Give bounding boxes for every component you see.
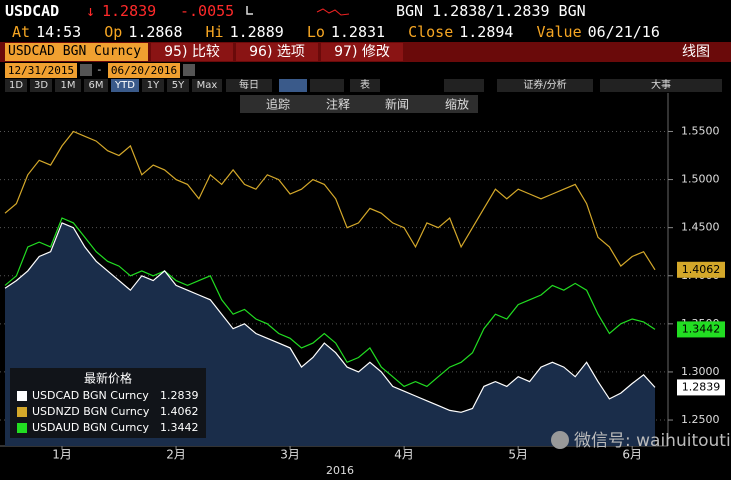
period-button[interactable]: 5Y bbox=[167, 79, 189, 92]
stat-label: Close bbox=[408, 23, 454, 41]
menu-button[interactable]: 97) 修改 bbox=[321, 43, 403, 61]
chart-type-button[interactable] bbox=[279, 79, 307, 92]
stat-value: 1.2831 bbox=[330, 23, 386, 41]
period-button[interactable]: 6M bbox=[84, 79, 108, 92]
scroll-button[interactable] bbox=[444, 79, 484, 92]
stat-value: 1.2889 bbox=[229, 23, 284, 41]
period-button[interactable]: 1D bbox=[5, 79, 27, 92]
security-analysis-button[interactable]: 证券/分析 bbox=[497, 79, 593, 92]
chart-tool[interactable]: 注释 bbox=[326, 97, 350, 112]
value-label-box bbox=[677, 379, 725, 396]
x-tick-label: 3月 bbox=[280, 448, 300, 462]
date-dash: - bbox=[96, 63, 103, 76]
legend-swatch bbox=[17, 391, 27, 401]
table-button[interactable]: 表 bbox=[350, 79, 380, 92]
line bbox=[4, 222, 656, 413]
value-label-box bbox=[677, 261, 725, 278]
legend-entry: USDAUD BGN Curncy bbox=[32, 421, 149, 434]
chart-toolbar bbox=[240, 95, 478, 113]
value-label: 1.2839 bbox=[682, 380, 721, 393]
stat-value: 1.2894 bbox=[459, 23, 514, 41]
value-label: 1.4062 bbox=[682, 263, 721, 276]
chart-tool[interactable]: 追踪 bbox=[266, 97, 290, 112]
end-date[interactable]: 06/20/2016 bbox=[108, 63, 180, 78]
stat-value: 06/21/16 bbox=[587, 23, 660, 41]
y-tick-label: 1.3000 bbox=[681, 365, 720, 378]
tool-button[interactable] bbox=[310, 79, 344, 92]
stat-label: At bbox=[12, 23, 31, 41]
value-label-box bbox=[677, 321, 725, 338]
chart-tool[interactable]: 新闻 bbox=[385, 97, 409, 112]
events-button[interactable]: 大事 bbox=[600, 79, 722, 92]
security[interactable]: USDCAD BGN Curncy bbox=[5, 43, 148, 61]
header-icons bbox=[246, 6, 350, 16]
x-tick-label: 5月 bbox=[508, 448, 528, 462]
legend-value: 1.4062 bbox=[160, 405, 199, 418]
legend-value: 1.3442 bbox=[160, 421, 199, 434]
stat-label: Lo bbox=[306, 23, 325, 41]
watermark: 微信号: waihuitoutiao bbox=[574, 431, 731, 451]
watermark-icon bbox=[551, 431, 569, 449]
calendar-icon[interactable] bbox=[183, 64, 195, 76]
x-tick-label: 4月 bbox=[394, 448, 414, 462]
chart-tool[interactable]: 缩放 bbox=[445, 97, 469, 112]
chart: 追踪 注释 新闻 缩放 最新价格 微信号: waihuitoutiao 1.25… bbox=[0, 93, 731, 477]
stat-label: Hi bbox=[205, 23, 224, 41]
line bbox=[4, 130, 656, 271]
last-price: 1.2839 bbox=[102, 2, 157, 20]
stat-label: Op bbox=[104, 23, 123, 41]
value-label: 1.3442 bbox=[682, 322, 721, 335]
quote: BGN 1.2838/1.2839 BGN bbox=[396, 2, 586, 20]
x-axis-label: 2016 bbox=[326, 464, 354, 477]
x-tick-label: 6月 bbox=[622, 448, 642, 462]
period-button[interactable]: 1M bbox=[55, 79, 81, 92]
arrow: ↓ bbox=[86, 2, 96, 20]
stat-value: 1.2868 bbox=[128, 23, 183, 41]
x-tick-label: 1月 bbox=[52, 448, 72, 462]
stat-value: 14:53 bbox=[36, 23, 82, 41]
period-button[interactable]: 3D bbox=[30, 79, 52, 92]
y-tick-label: 1.5500 bbox=[681, 124, 720, 137]
menu-right[interactable]: 线图 bbox=[682, 44, 710, 60]
frequency-button[interactable]: 每日 bbox=[226, 79, 272, 92]
period-button[interactable]: Max bbox=[192, 79, 222, 92]
line bbox=[4, 217, 656, 388]
calendar-icon[interactable] bbox=[80, 64, 92, 76]
legend-value: 1.2839 bbox=[160, 389, 199, 402]
menu-button[interactable]: 96) 选项 bbox=[236, 43, 318, 61]
y-tick-label: 1.2500 bbox=[681, 413, 720, 426]
menu-button[interactable]: 95) 比较 bbox=[151, 43, 233, 61]
stats-row: At 14:53 Op 1.2868 Hi 1.2889 Lo 1.2831 Close… bbox=[12, 23, 660, 41]
legend-title: 最新价格 bbox=[84, 371, 132, 386]
start-date[interactable]: 12/31/2015 bbox=[5, 63, 77, 78]
x-tick-label: 2月 bbox=[166, 448, 186, 462]
period-button[interactable]: YTD bbox=[111, 79, 139, 92]
period-button[interactable]: 1Y bbox=[142, 79, 164, 92]
change: -.0055 bbox=[180, 2, 235, 20]
y-tick-label: 1.5000 bbox=[681, 173, 720, 186]
legend-entry: USDNZD BGN Curncy bbox=[32, 405, 150, 418]
legend-box bbox=[10, 368, 206, 438]
legend-entry: USDCAD BGN Curncy bbox=[32, 389, 149, 402]
ticker: USDCAD bbox=[5, 2, 60, 20]
stat-label: Value bbox=[536, 23, 582, 41]
legend-swatch bbox=[17, 407, 27, 417]
legend-swatch bbox=[17, 423, 27, 433]
y-tick-label: 1.4500 bbox=[681, 221, 720, 234]
